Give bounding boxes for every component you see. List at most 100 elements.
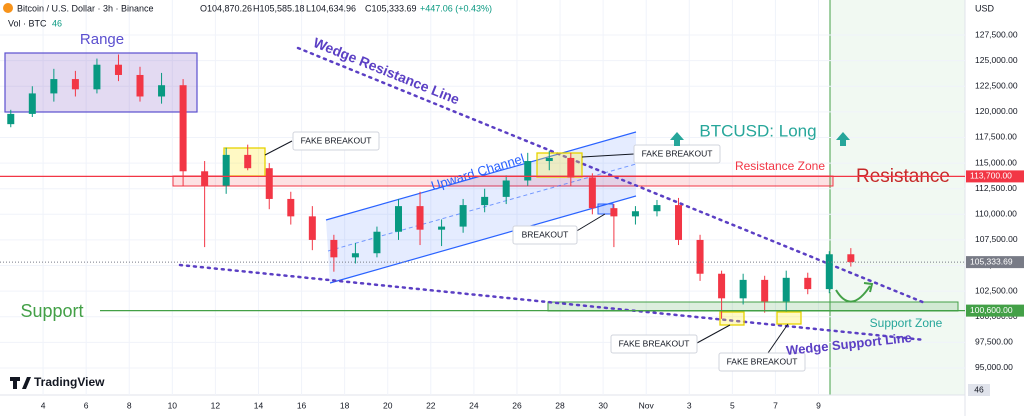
channel-mid — [327, 163, 637, 252]
x-tick-label: 5 — [730, 400, 735, 410]
candle-body — [222, 154, 230, 186]
channel-lower — [329, 195, 637, 284]
callout-text: FAKE BREAKOUT — [619, 338, 690, 348]
wedge-support — [178, 263, 927, 342]
resistance-zone-label: Resistance Zone — [735, 159, 825, 173]
price-label-box — [966, 256, 1024, 269]
callout-line — [581, 153, 635, 158]
callout-text: FAKE BREAKOUT — [727, 356, 798, 366]
y-tick-label: 112,500.00 — [975, 183, 1017, 193]
chart-title: Bitcoin / U.S. Dollar · 3h · Binance — [17, 3, 154, 13]
volume-label: Vol · BTC — [8, 18, 47, 28]
candle-body — [675, 205, 683, 240]
candle-body — [610, 208, 618, 217]
x-tick-label: 9 — [816, 400, 821, 410]
callout-box — [292, 131, 380, 151]
callout-text: FAKE BREAKOUT — [642, 148, 713, 158]
candle-body — [308, 216, 316, 240]
callout-box — [512, 225, 578, 245]
x-tick-label: 28 — [555, 400, 565, 410]
candle-body — [761, 279, 769, 302]
candle-body — [373, 231, 381, 254]
y-tick-label: 97,500.00 — [975, 337, 1013, 347]
candle-body — [330, 239, 338, 258]
range-box — [4, 52, 198, 113]
y-tick-label: 95,000.00 — [975, 362, 1013, 372]
curve-arrow-head — [863, 282, 874, 293]
candle-body — [158, 85, 166, 97]
candle-body — [438, 226, 446, 230]
x-tick-label: 6 — [84, 400, 89, 410]
y-tick-label: 120,000.00 — [975, 106, 1018, 116]
x-tick-label: 14 — [254, 400, 264, 410]
ohlc-low: L104,634.96 — [306, 3, 356, 13]
y-tick-label: 122,500.00 — [975, 80, 1018, 90]
candle-body — [502, 180, 510, 197]
currency: USD — [975, 3, 995, 13]
candle-body — [588, 177, 596, 209]
callout-line — [696, 324, 731, 344]
x-tick-label: 20 — [383, 400, 393, 410]
candle-body — [179, 85, 187, 172]
price-label: 100,600.00 — [970, 305, 1013, 315]
vol-axis-value: 46 — [974, 384, 984, 394]
x-tick-label: 26 — [512, 400, 522, 410]
candle-body — [782, 277, 790, 302]
candle-body — [136, 74, 144, 97]
ohlc-high: H105,585.18 — [253, 3, 305, 13]
candle-body — [847, 254, 855, 263]
candles — [7, 54, 855, 319]
support-label: Support — [20, 301, 83, 321]
ohlc-change: +447.06 (+0.43%) — [420, 3, 492, 13]
candle-body — [825, 254, 833, 290]
candle-body — [524, 161, 532, 181]
x-tick-label: 10 — [168, 400, 178, 410]
candle-body — [718, 273, 726, 299]
long-label: BTCUSD: Long — [699, 121, 816, 140]
callout-text: FAKE BREAKOUT — [301, 135, 372, 145]
candle-body — [7, 113, 15, 125]
candle-body — [244, 154, 252, 169]
candle-body — [481, 196, 489, 206]
x-tick-label: 22 — [426, 400, 436, 410]
curve-arrow — [835, 285, 871, 303]
candle-body — [351, 253, 359, 258]
up-arrow — [670, 132, 684, 146]
y-tick-label: 127,500.00 — [975, 29, 1018, 39]
x-tick-label: 16 — [297, 400, 307, 410]
range-label: Range — [80, 31, 124, 48]
candle-body — [416, 206, 424, 230]
ohlc-close: C105,333.69 — [365, 3, 417, 13]
support-zone — [547, 301, 959, 312]
up-arrow — [836, 132, 850, 146]
y-tick-label: 110,000.00 — [975, 209, 1017, 219]
x-tick-label: 18 — [340, 400, 350, 410]
candle-body — [567, 157, 575, 178]
y-tick-label: 117,500.00 — [975, 132, 1017, 142]
callout-line — [767, 323, 789, 354]
candle-body — [696, 239, 704, 274]
candle-body — [545, 157, 553, 162]
y-tick-label: 125,000.00 — [975, 55, 1018, 65]
candle-body — [28, 93, 36, 114]
candle-body — [50, 79, 58, 94]
volume-value: 46 — [52, 18, 62, 28]
candle-body — [653, 205, 661, 212]
candle-body — [287, 198, 295, 217]
brand: TradingView — [34, 375, 105, 389]
grid — [0, 0, 965, 395]
btc-icon — [3, 3, 13, 13]
price-label: 105,333.69 — [970, 256, 1013, 266]
x-tick-label: 7 — [773, 400, 778, 410]
candle-body — [201, 171, 209, 186]
candle-body — [739, 279, 747, 299]
y-tick-label: 102,500.00 — [975, 285, 1018, 295]
fake-box — [719, 311, 745, 326]
vol-axis-box — [968, 384, 990, 396]
x-tick-label: 4 — [41, 400, 46, 410]
y-tick-label: 115,000.00 — [975, 157, 1017, 167]
x-tick-label: 8 — [127, 400, 132, 410]
candle-body — [93, 64, 101, 90]
x-tick-label: Nov — [639, 400, 655, 410]
